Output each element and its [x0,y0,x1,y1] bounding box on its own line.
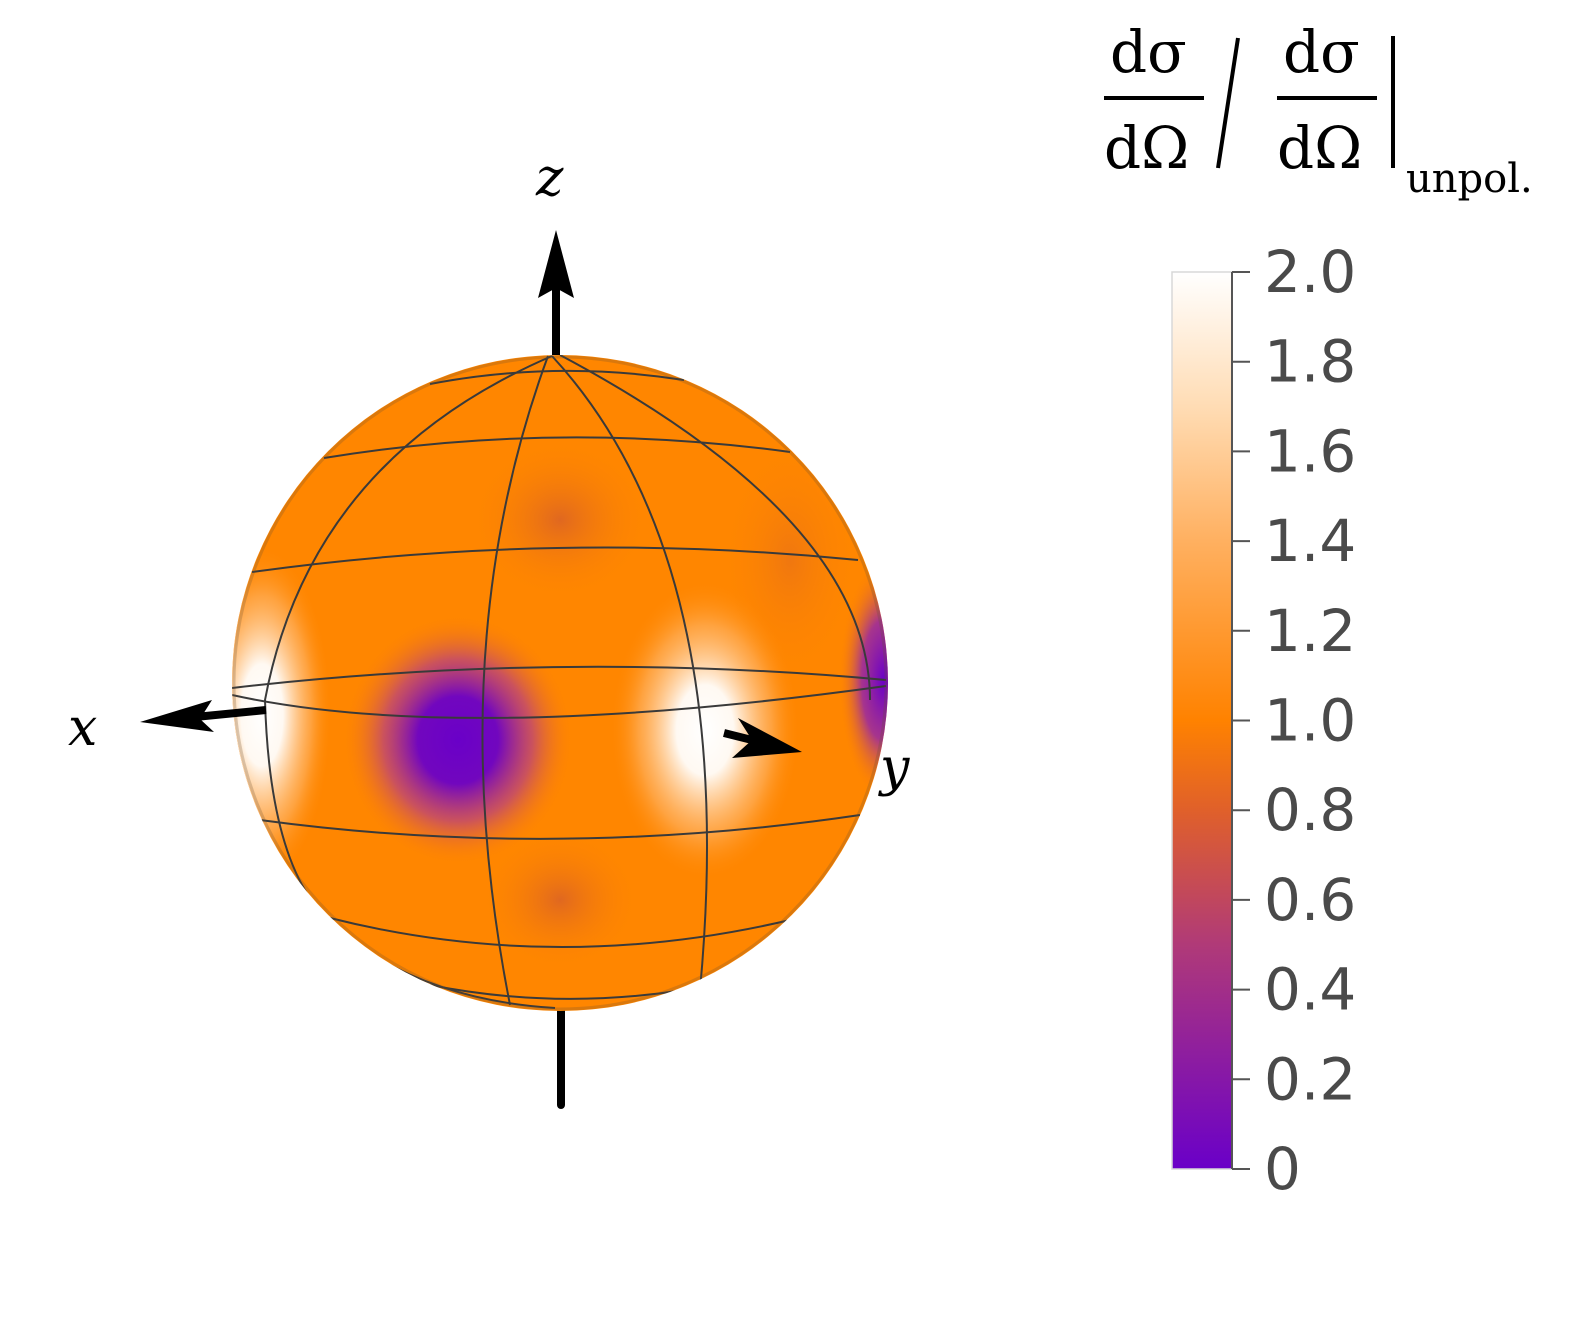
colorbar-title: dσ dΩ dσ dΩ unpol. [1104,18,1533,202]
sphere [232,355,888,1011]
z-axis [538,230,574,1109]
colorbar-tick-label: 0 [1264,1135,1301,1203]
z-axis-label: z [535,148,564,208]
colorbar-tick-label: 0.4 [1264,956,1356,1024]
colorbar-tick-label: 1.0 [1264,687,1356,755]
colorbar-tick-label: 1.6 [1264,417,1356,485]
colorbar-gradient [1171,271,1233,1170]
colorbar: 0 0.2 0.4 0.6 0.8 1.0 1.2 1.4 1.6 1.8 2.0 [1171,238,1356,1203]
colorbar-tick-label: 0.2 [1264,1045,1356,1113]
colorbar-title-numerator-right: dσ [1283,18,1360,86]
x-axis-label: x [68,698,97,758]
colorbar-title-denominator-right: dΩ [1277,114,1362,182]
colorbar-tick-label: 0.8 [1264,776,1356,844]
colorbar-title-subscript: unpol. [1406,156,1533,202]
colorbar-tick-label: 0.6 [1264,866,1356,934]
colorbar-tick-label: 2.0 [1264,238,1356,306]
y-axis [723,718,802,758]
y-axis-label: y [878,738,910,798]
colorbar-title-numerator-left: dσ [1110,18,1187,86]
colorbar-title-denominator-left: dΩ [1104,114,1189,182]
colorbar-tick-label: 1.2 [1264,597,1356,665]
colorbar-tick-label: 1.4 [1264,507,1356,575]
x-axis [140,700,267,732]
colorbar-tick-label: 1.8 [1264,328,1356,396]
